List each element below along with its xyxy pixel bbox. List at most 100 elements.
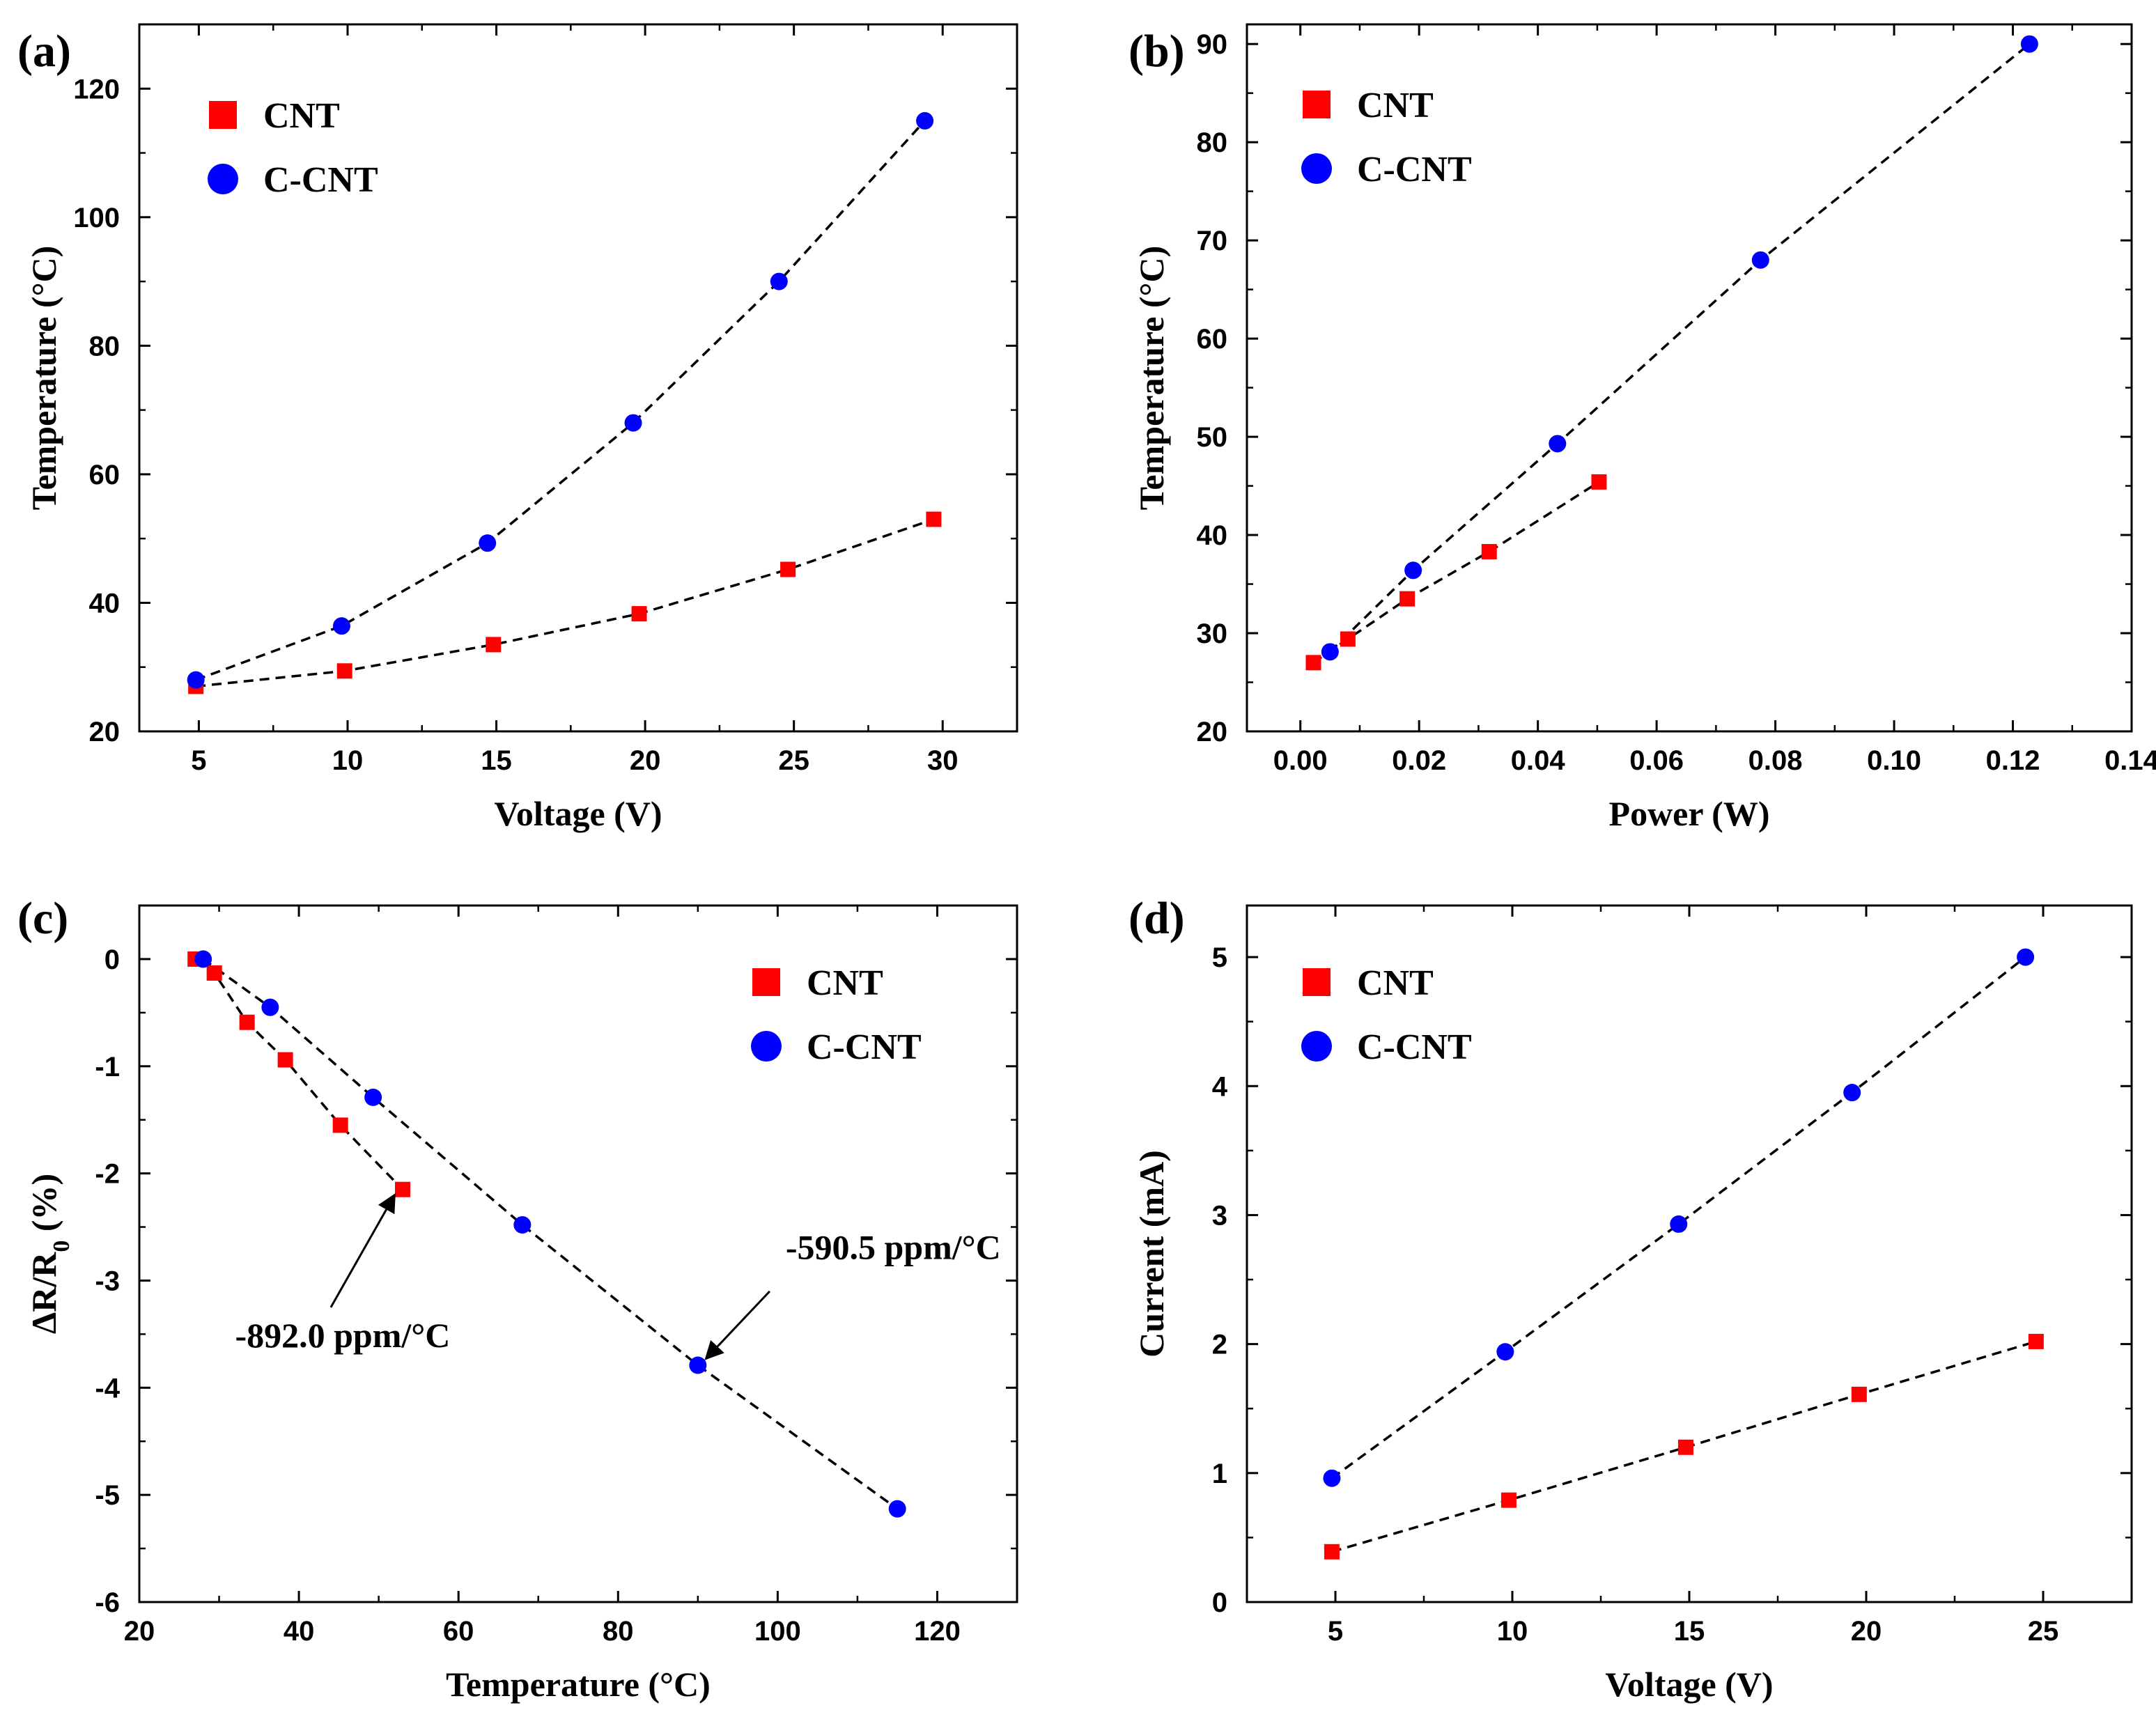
x-tick-label: 15: [481, 745, 512, 776]
data-point-c-cnt: [1843, 1084, 1861, 1102]
y-tick-label: -4: [95, 1373, 120, 1404]
data-point-c-cnt: [261, 998, 279, 1016]
y-tick-label: 0: [1212, 1587, 1227, 1618]
y-tick-label: 4: [1212, 1071, 1228, 1102]
data-point-cnt: [1340, 631, 1356, 647]
data-point-cnt: [2028, 1333, 2044, 1349]
y-tick-label: -1: [95, 1052, 120, 1082]
y-tick-label: 2: [1212, 1330, 1227, 1360]
data-point-c-cnt: [332, 617, 350, 635]
panel-label: (c): [17, 893, 68, 944]
legend-label-c-cnt: C-CNT: [807, 1027, 922, 1067]
data-point-cnt: [486, 637, 502, 653]
data-point-cnt: [206, 965, 222, 981]
annotation-arrow: [704, 1290, 770, 1360]
data-point-cnt: [336, 663, 352, 679]
legend-label-cnt: CNT: [1357, 963, 1434, 1003]
data-point-c-cnt: [1323, 1469, 1341, 1487]
data-point-cnt: [780, 561, 796, 577]
y-axis-label: Temperature (°C): [1132, 246, 1171, 511]
data-point-c-cnt: [1321, 643, 1339, 661]
x-axis-label: Power (W): [1609, 794, 1770, 833]
x-tick-label: 20: [124, 1616, 155, 1647]
y-tick-label: 3: [1212, 1200, 1227, 1231]
data-point-c-cnt: [689, 1356, 707, 1374]
y-axis-label-suffix: (%): [24, 1174, 63, 1241]
data-point-cnt: [1324, 1544, 1340, 1560]
legend-label-cnt: CNT: [807, 963, 883, 1003]
y-tick-label: -6: [95, 1587, 120, 1618]
x-tick-label: 0.14: [2104, 745, 2156, 776]
fit-line-c-cnt: [195, 120, 926, 681]
data-point-c-cnt: [916, 111, 934, 130]
y-tick-label: 60: [1197, 324, 1228, 355]
panel-c: 20 40 60 80 100 120 0 -1 -2 -3 -4 -5 -6 Temperature (…: [17, 893, 1018, 1704]
y-axis-label-main: ΔR/R: [24, 1252, 63, 1334]
fit-line-c-cnt: [1329, 42, 2031, 653]
x-tick-label: 15: [1674, 1616, 1705, 1647]
x-axis-label: Temperature (°C): [446, 1665, 711, 1704]
legend-marker-cnt: [209, 101, 237, 129]
data-point-cnt: [631, 606, 647, 622]
annotation-label: -590.5 ppm/°C: [786, 1228, 1001, 1267]
legend-label-c-cnt: C-CNT: [1357, 1027, 1472, 1067]
y-tick-label: 40: [1197, 520, 1228, 551]
x-tick-label: 100: [754, 1616, 801, 1647]
data-point-c-cnt: [1751, 251, 1769, 269]
y-tick-label: 120: [73, 74, 120, 104]
x-tick-label: 0.12: [1986, 745, 2040, 776]
data-point-cnt: [1851, 1386, 1867, 1402]
legend-marker-c-cnt: [751, 1031, 782, 1062]
data-point-c-cnt: [888, 1500, 906, 1518]
data-point-cnt: [1481, 544, 1497, 560]
annotation-label: -892.0 ppm/°C: [235, 1316, 450, 1355]
data-point-c-cnt: [1549, 435, 1567, 453]
y-tick-label: 1: [1212, 1459, 1227, 1489]
y-tick-label: 20: [89, 717, 121, 747]
x-tick-label: 0.00: [1273, 745, 1328, 776]
x-axis-label: Voltage (V): [494, 794, 662, 833]
x-tick-label: 0.08: [1748, 745, 1803, 776]
fit-line-cnt: [195, 518, 934, 688]
data-point-c-cnt: [1670, 1215, 1688, 1233]
y-axis-label: Current (mA): [1132, 1150, 1171, 1358]
legend-marker-cnt: [752, 968, 780, 996]
x-tick-label: 25: [2028, 1616, 2059, 1647]
x-tick-label: 5: [191, 745, 206, 776]
y-tick-label: 80: [1197, 127, 1228, 158]
x-tick-label: 0.06: [1629, 745, 1684, 776]
legend-marker-c-cnt: [208, 164, 238, 194]
annotation-arrow: [329, 1193, 396, 1308]
x-tick-label: 5: [1328, 1616, 1343, 1647]
x-tick-label: 0.02: [1392, 745, 1446, 776]
data-point-cnt: [1677, 1439, 1693, 1455]
fit-line-c-cnt: [202, 958, 899, 1510]
plot-frame: [1246, 904, 2133, 1603]
x-tick-label: 30: [927, 745, 959, 776]
x-tick-label: 60: [443, 1616, 474, 1647]
y-tick-label: 50: [1197, 422, 1228, 453]
legend-label-cnt: CNT: [263, 96, 340, 136]
data-point-c-cnt: [479, 534, 497, 552]
data-point-c-cnt: [513, 1215, 532, 1234]
data-point-c-cnt: [1404, 561, 1422, 580]
y-axis-label-subscript: 0: [49, 1241, 75, 1252]
y-tick-label: 80: [89, 331, 121, 362]
data-point-c-cnt: [624, 414, 642, 432]
data-point-cnt: [395, 1181, 410, 1197]
y-tick-label: 60: [89, 460, 121, 490]
data-point-c-cnt: [770, 272, 788, 290]
data-point-c-cnt: [1496, 1343, 1514, 1361]
x-tick-label: 10: [1497, 1616, 1528, 1647]
data-point-cnt: [1500, 1492, 1517, 1508]
data-point-cnt: [239, 1014, 255, 1030]
legend-marker-cnt: [1303, 91, 1331, 118]
y-tick-label: 30: [1197, 619, 1228, 649]
panel-label: (b): [1129, 26, 1185, 77]
x-tick-label: 40: [284, 1616, 315, 1647]
x-tick-label: 25: [778, 745, 809, 776]
legend-label-c-cnt: C-CNT: [263, 160, 378, 200]
plot-frame: [138, 904, 1018, 1603]
data-point-c-cnt: [364, 1088, 382, 1106]
